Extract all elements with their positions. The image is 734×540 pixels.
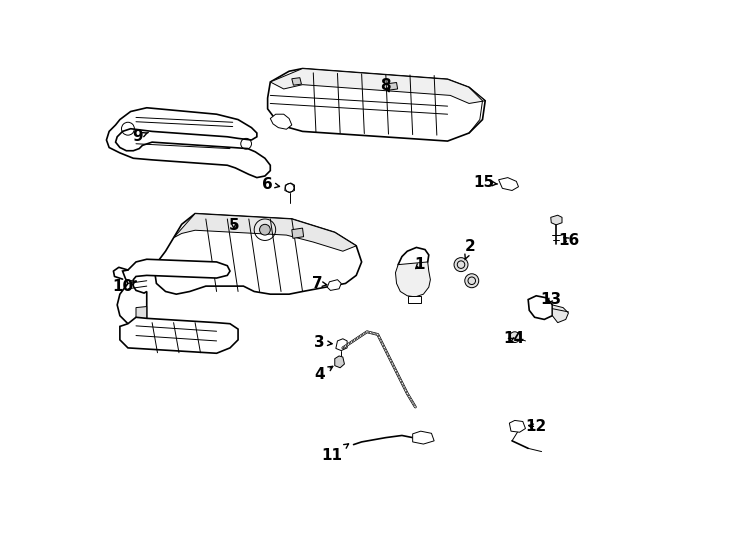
Text: 5: 5: [228, 218, 239, 233]
Text: 2: 2: [465, 239, 476, 260]
Polygon shape: [136, 307, 147, 320]
Polygon shape: [327, 280, 341, 291]
Polygon shape: [292, 228, 304, 238]
Polygon shape: [155, 214, 362, 294]
Polygon shape: [553, 305, 568, 322]
Polygon shape: [292, 78, 302, 85]
Text: 8: 8: [380, 78, 391, 93]
Circle shape: [465, 274, 479, 288]
Polygon shape: [270, 114, 292, 129]
Text: 6: 6: [262, 177, 280, 192]
Polygon shape: [117, 259, 230, 326]
Circle shape: [454, 258, 468, 272]
Polygon shape: [413, 431, 434, 444]
Text: 12: 12: [526, 420, 547, 434]
Text: 3: 3: [314, 335, 332, 350]
Polygon shape: [285, 183, 294, 193]
Text: 15: 15: [473, 176, 498, 191]
Text: 11: 11: [321, 444, 349, 463]
Text: 4: 4: [314, 366, 333, 382]
Polygon shape: [550, 215, 562, 225]
Text: 14: 14: [503, 330, 524, 346]
Polygon shape: [388, 83, 398, 90]
Text: 9: 9: [132, 129, 148, 144]
Text: 1: 1: [415, 257, 425, 272]
Text: 13: 13: [540, 292, 562, 307]
Polygon shape: [408, 296, 421, 303]
Polygon shape: [336, 339, 347, 350]
Text: 7: 7: [312, 276, 327, 291]
Polygon shape: [268, 69, 485, 141]
Polygon shape: [270, 69, 485, 104]
Circle shape: [260, 224, 270, 235]
Polygon shape: [509, 421, 526, 432]
Polygon shape: [398, 247, 429, 271]
Polygon shape: [120, 318, 238, 353]
Polygon shape: [335, 356, 344, 368]
Polygon shape: [528, 296, 553, 320]
Polygon shape: [106, 108, 270, 178]
Circle shape: [509, 332, 520, 342]
Text: 10: 10: [112, 279, 136, 294]
Text: 16: 16: [558, 233, 579, 248]
Polygon shape: [498, 178, 518, 191]
Polygon shape: [174, 214, 356, 251]
Polygon shape: [396, 262, 430, 297]
